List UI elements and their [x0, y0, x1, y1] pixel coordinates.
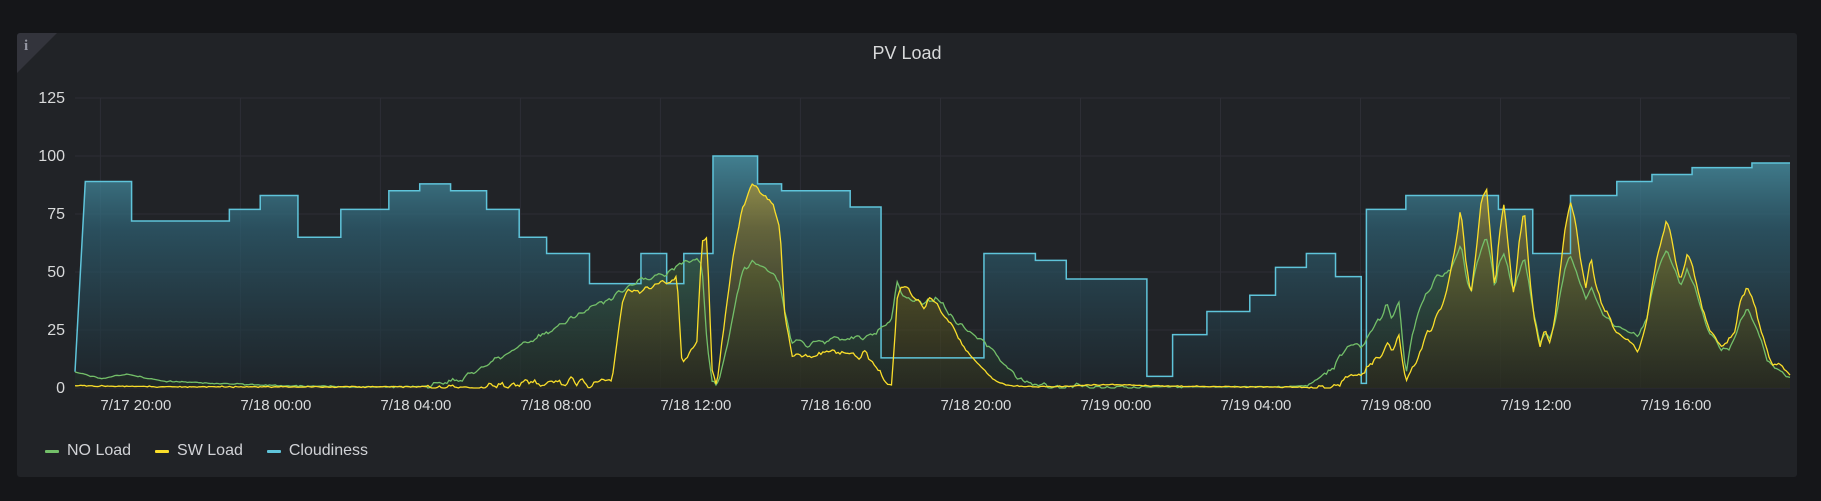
svg-text:50: 50: [47, 264, 65, 281]
svg-text:7/19 04:00: 7/19 04:00: [1221, 397, 1292, 414]
svg-text:75: 75: [47, 206, 65, 223]
svg-text:7/19 12:00: 7/19 12:00: [1501, 397, 1572, 414]
svg-text:7/18 00:00: 7/18 00:00: [240, 397, 311, 414]
svg-text:125: 125: [38, 90, 65, 107]
svg-text:7/18 16:00: 7/18 16:00: [800, 397, 871, 414]
svg-text:100: 100: [38, 148, 65, 165]
svg-text:7/19 00:00: 7/19 00:00: [1081, 397, 1152, 414]
svg-text:7/17 20:00: 7/17 20:00: [100, 397, 171, 414]
svg-text:0: 0: [56, 380, 65, 397]
svg-text:7/18 08:00: 7/18 08:00: [520, 397, 591, 414]
svg-text:7/19 16:00: 7/19 16:00: [1641, 397, 1712, 414]
svg-text:7/18 12:00: 7/18 12:00: [660, 397, 731, 414]
svg-text:25: 25: [47, 322, 65, 339]
svg-text:7/18 20:00: 7/18 20:00: [941, 397, 1012, 414]
svg-text:7/18 04:00: 7/18 04:00: [380, 397, 451, 414]
svg-text:7/19 08:00: 7/19 08:00: [1361, 397, 1432, 414]
